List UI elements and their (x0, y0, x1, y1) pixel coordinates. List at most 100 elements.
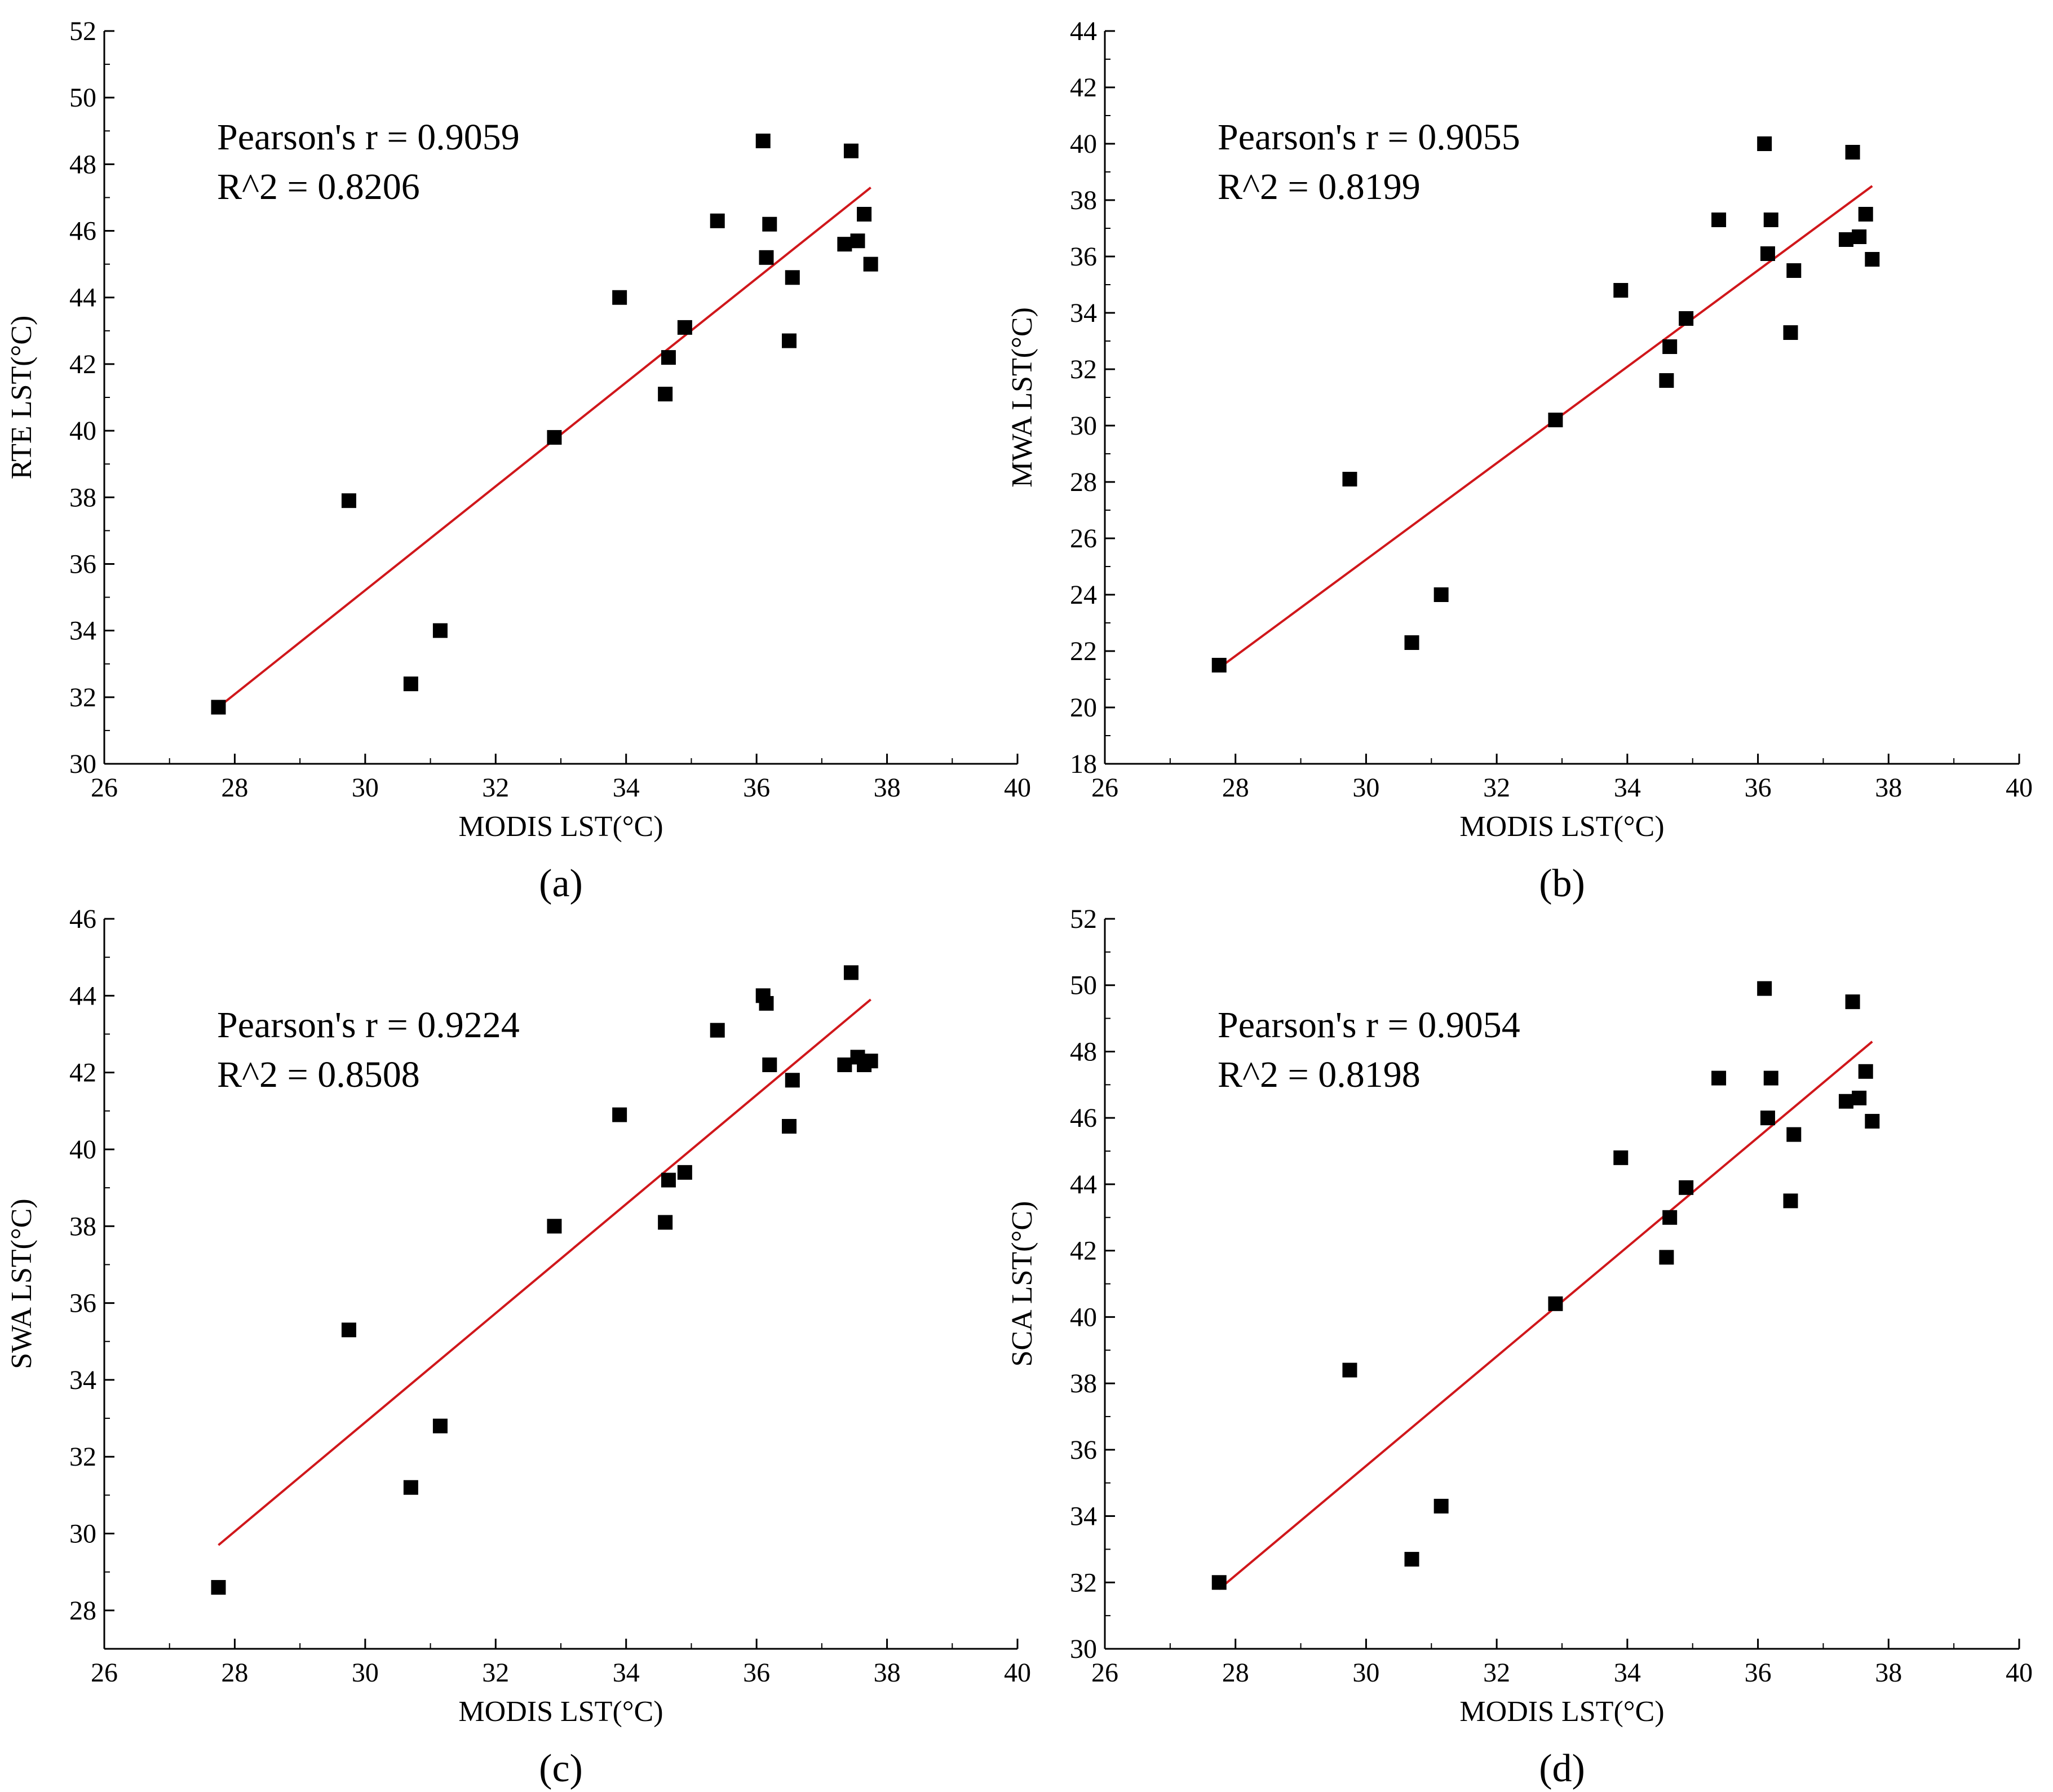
data-point (1783, 325, 1798, 340)
x-tick-label: 26 (91, 1658, 118, 1688)
y-tick-label: 42 (1070, 1236, 1097, 1266)
x-tick-label: 26 (1091, 1658, 1118, 1688)
data-point (1845, 994, 1860, 1010)
y-tick-label: 30 (69, 749, 96, 779)
x-tick-label: 26 (1091, 773, 1118, 803)
y-axis-title: SCA LST(°C) (1006, 1201, 1038, 1367)
y-tick-label: 28 (69, 1596, 96, 1626)
data-point (1342, 1362, 1357, 1378)
x-tick-label: 34 (613, 1658, 640, 1688)
data-point (850, 233, 865, 249)
data-point (677, 320, 692, 335)
y-tick-label: 30 (69, 1519, 96, 1549)
data-point (762, 1057, 777, 1072)
panel-b: 26 28 30 32 34 36 38 40 18 20 22 24 26 28 30 32 34 36 38 40… (1006, 16, 2033, 905)
x-tick-label: 38 (1875, 1658, 1902, 1688)
data-point (1342, 472, 1357, 486)
y-tick-label: 36 (1070, 1435, 1097, 1465)
data-point (1211, 658, 1227, 672)
y-tick-label: 18 (1070, 749, 1097, 779)
x-tick-label: 36 (1745, 1658, 1772, 1688)
data-point (1659, 373, 1674, 388)
y-tick-label: 52 (1070, 904, 1097, 934)
data-point (843, 143, 859, 158)
data-point (658, 387, 673, 402)
panel-c: 26 28 30 32 34 36 38 40 28 30 32 34 36 38 40 42 44 46 Pear… (6, 904, 1031, 1790)
data-point (403, 1480, 418, 1495)
x-tick-label: 28 (1222, 1658, 1249, 1688)
x-tick-label: 32 (1483, 773, 1510, 803)
y-tick-label: 38 (1070, 185, 1097, 215)
data-point (1786, 1127, 1802, 1142)
data-point (785, 270, 800, 285)
x-tick-label: 34 (1614, 773, 1641, 803)
data-point (1763, 213, 1778, 227)
data-point (1760, 246, 1775, 261)
y-tick-label: 20 (1070, 693, 1097, 723)
data-point (837, 1057, 852, 1072)
y-axis-title: MWA LST(°C) (1006, 307, 1038, 488)
y-tick-label: 40 (69, 1135, 96, 1165)
y-tick-label: 48 (1070, 1037, 1097, 1067)
data-point (1858, 207, 1873, 222)
x-tick-label: 36 (743, 1658, 770, 1688)
data-point (612, 1107, 627, 1122)
x-axis-title: MODIS LST(°C) (1459, 811, 1664, 843)
fit-line (218, 187, 871, 709)
y-tick-label: 34 (1070, 1502, 1097, 1532)
data-point (1662, 1210, 1678, 1225)
r-squared-label: R^2 = 0.8198 (1218, 1054, 1421, 1095)
panel-caption: (b) (1539, 862, 1585, 905)
x-tick-label: 28 (1222, 773, 1249, 803)
x-axis-title: MODIS LST(°C) (1459, 1696, 1664, 1728)
data-point (1211, 1575, 1227, 1590)
data-point (1659, 1250, 1674, 1265)
y-tick-label: 40 (69, 416, 96, 446)
data-point (1404, 1552, 1419, 1567)
data-point (759, 995, 774, 1011)
pearson-r-label: Pearson's r = 0.9055 (1218, 117, 1520, 158)
x-tick-label: 38 (874, 773, 901, 803)
y-tick-label: 50 (69, 83, 96, 113)
y-tick-label: 34 (1070, 298, 1097, 328)
x-tick-label: 34 (613, 773, 640, 803)
y-tick-label: 30 (1070, 411, 1097, 441)
x-tick-label: 28 (221, 773, 248, 803)
fit-line (1218, 185, 1873, 669)
r-squared-label: R^2 = 0.8508 (217, 1054, 420, 1095)
y-tick-label: 42 (69, 1058, 96, 1088)
y-tick-label: 50 (1070, 971, 1097, 1001)
y-tick-label: 44 (1070, 1170, 1097, 1200)
panel-a: 26 28 30 32 34 36 38 40 30 32 34 36 38 40 42 44 46 48 50 52… (6, 16, 1031, 905)
x-tick-label: 26 (91, 773, 118, 803)
data-point (1786, 263, 1802, 278)
data-point (1760, 1110, 1775, 1126)
data-point (710, 213, 725, 228)
data-point (857, 207, 872, 222)
data-point (1548, 1296, 1563, 1311)
x-tick-label: 40 (2006, 1658, 2033, 1688)
x-tick-label: 30 (352, 1658, 379, 1688)
data-point (710, 1023, 725, 1038)
y-tick-label: 36 (69, 549, 96, 579)
y-tick-label: 32 (1070, 1568, 1097, 1598)
data-point (432, 623, 448, 638)
y-axis-title: RTE LST(°C) (6, 316, 38, 480)
data-point (1757, 981, 1772, 996)
y-tick-label: 32 (69, 683, 96, 713)
data-point (1711, 1070, 1727, 1086)
data-point (432, 1418, 448, 1433)
pearson-r-label: Pearson's r = 0.9224 (217, 1005, 520, 1046)
data-point (762, 216, 777, 232)
data-point (1433, 587, 1449, 602)
data-point (755, 134, 771, 148)
data-point (547, 1219, 562, 1234)
y-tick-label: 38 (1070, 1369, 1097, 1399)
data-point (843, 965, 859, 980)
panel-caption: (d) (1539, 1747, 1585, 1790)
x-axis-title: MODIS LST(°C) (458, 1696, 663, 1728)
pearson-r-label: Pearson's r = 0.9054 (1218, 1005, 1520, 1046)
data-point (1838, 232, 1853, 247)
data-point (211, 1579, 226, 1595)
y-tick-label: 48 (69, 149, 96, 179)
